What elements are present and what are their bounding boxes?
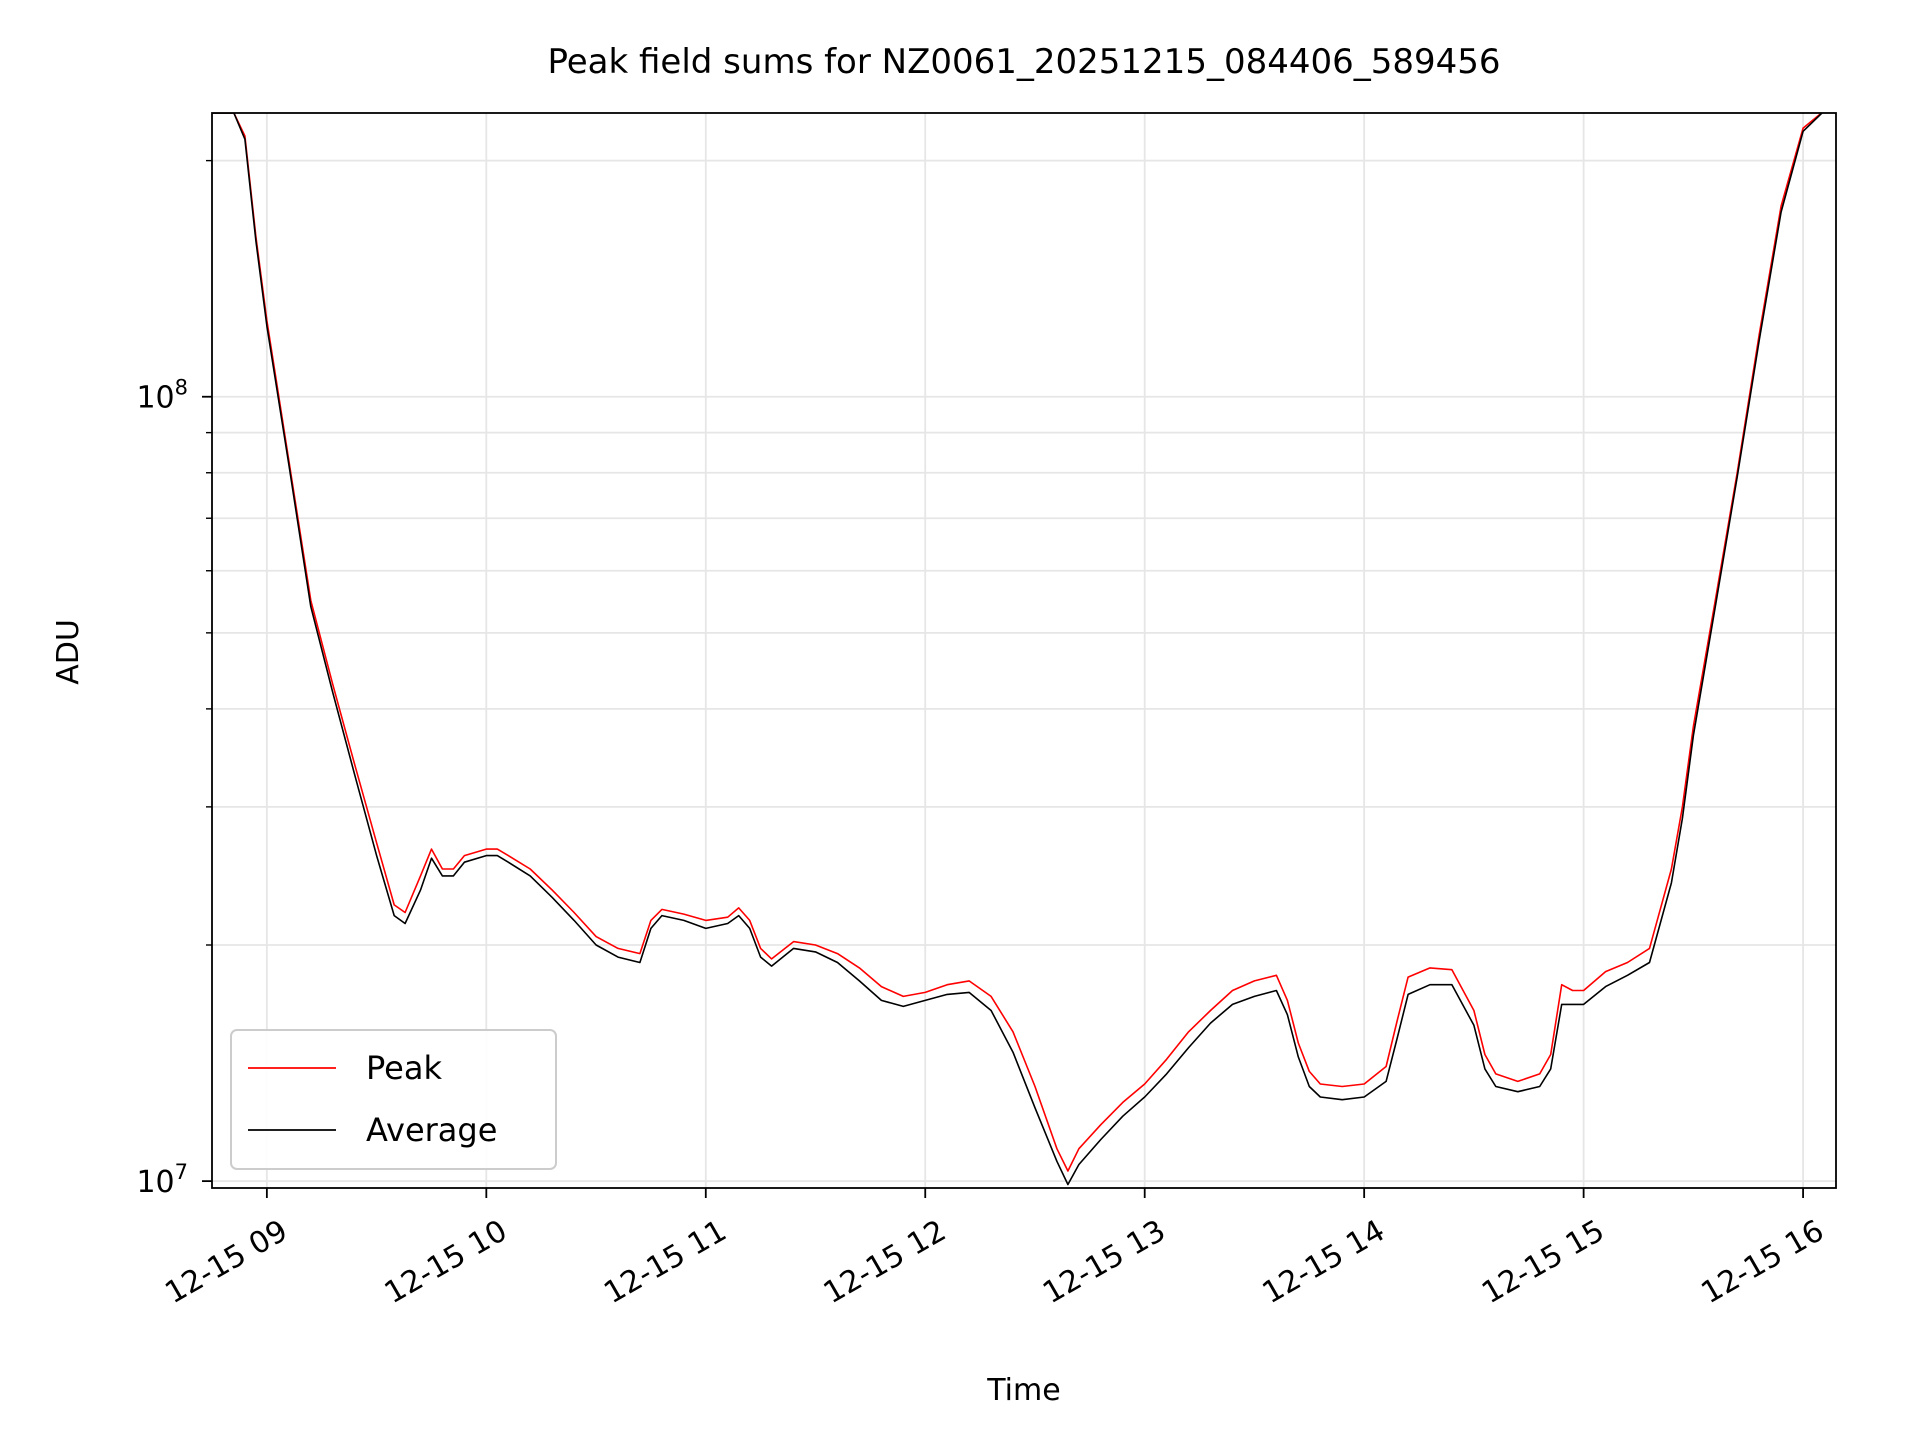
legend: Peak Average [230,1029,557,1170]
y-axis-label: ADU [51,619,86,685]
chart-title: Peak field sums for NZ0061_20251215_0844… [547,42,1500,82]
y-tick-label: 108 [136,376,188,416]
plot-frame [211,112,1837,1189]
series-layer [212,113,1824,1186]
x-tick-label: 12-15 15 [1476,1213,1610,1311]
x-tick-label: 12-15 09 [159,1213,293,1311]
x-tick-label: 12-15 10 [379,1213,513,1311]
series-line-peak [212,113,1823,1172]
x-tick-label: 12-15 16 [1696,1213,1830,1311]
x-tick-label: 12-15 12 [818,1213,952,1311]
y-axis: 107 108 [136,159,212,1200]
legend-label-average: Average [366,1111,497,1149]
x-axis: 12-15 09 12-15 10 12-15 11 12-15 12 12-15 13… [159,1188,1830,1311]
legend-box [230,1029,557,1170]
x-axis-label: Time [986,1373,1060,1408]
series-line-average [212,113,1824,1186]
y-tick-label: 107 [136,1160,188,1200]
x-tick-label: 12-15 11 [598,1213,732,1311]
grid-lines [212,113,1836,1188]
x-tick-label: 12-15 13 [1037,1213,1171,1311]
legend-label-peak: Peak [366,1049,442,1087]
x-tick-label: 12-15 14 [1257,1213,1391,1311]
